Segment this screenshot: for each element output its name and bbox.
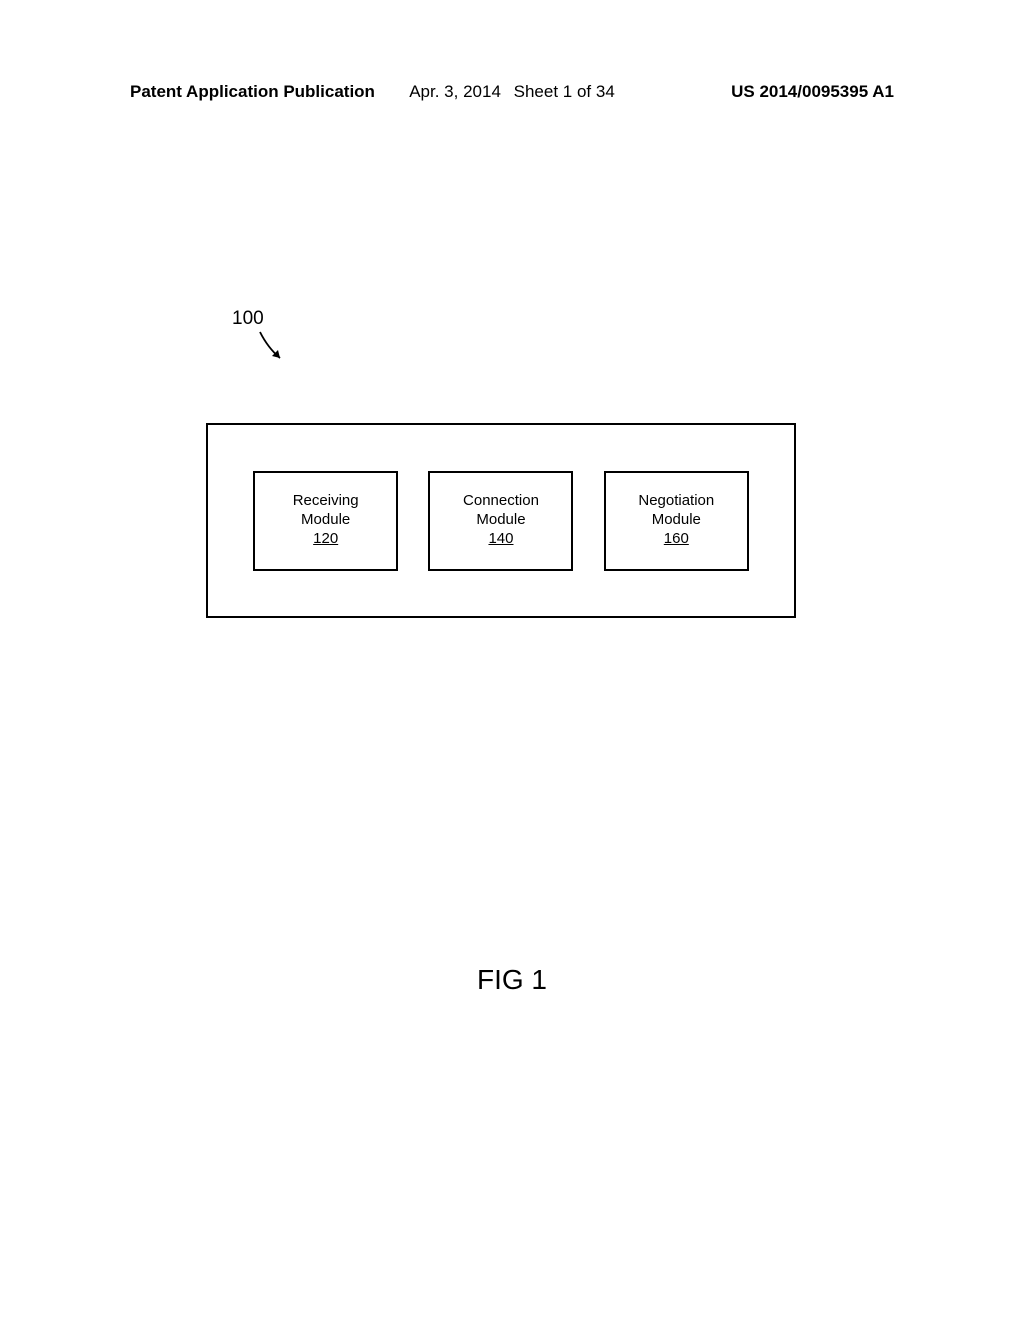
header-center: Apr. 3, 2014 Sheet 1 of 34 [409, 82, 615, 102]
system-container: Receiving Module 120 Connection Module 1… [206, 423, 796, 618]
receiving-module-box: Receiving Module 120 [253, 471, 398, 571]
module-name-line1: Connection [463, 492, 539, 511]
sheet-number: Sheet 1 of 34 [514, 82, 615, 101]
module-ref-number: 160 [664, 530, 689, 549]
publication-type: Patent Application Publication [130, 82, 375, 102]
module-name-line1: Receiving [293, 492, 359, 511]
connection-module-box: Connection Module 140 [428, 471, 573, 571]
module-name-line2: Module [652, 511, 701, 530]
page-header: Patent Application Publication Apr. 3, 2… [0, 82, 1024, 102]
module-name-line2: Module [476, 511, 525, 530]
figure-label: FIG 1 [477, 964, 547, 996]
negotiation-module-box: Negotiation Module 160 [604, 471, 749, 571]
module-name-line1: Negotiation [638, 492, 714, 511]
system-reference-label: 100 [232, 308, 264, 330]
module-name-line2: Module [301, 511, 350, 530]
lead-line-arrow [258, 330, 298, 370]
module-ref-number: 120 [313, 530, 338, 549]
publication-number: US 2014/0095395 A1 [731, 82, 894, 102]
publication-date: Apr. 3, 2014 [409, 82, 501, 101]
module-ref-number: 140 [488, 530, 513, 549]
